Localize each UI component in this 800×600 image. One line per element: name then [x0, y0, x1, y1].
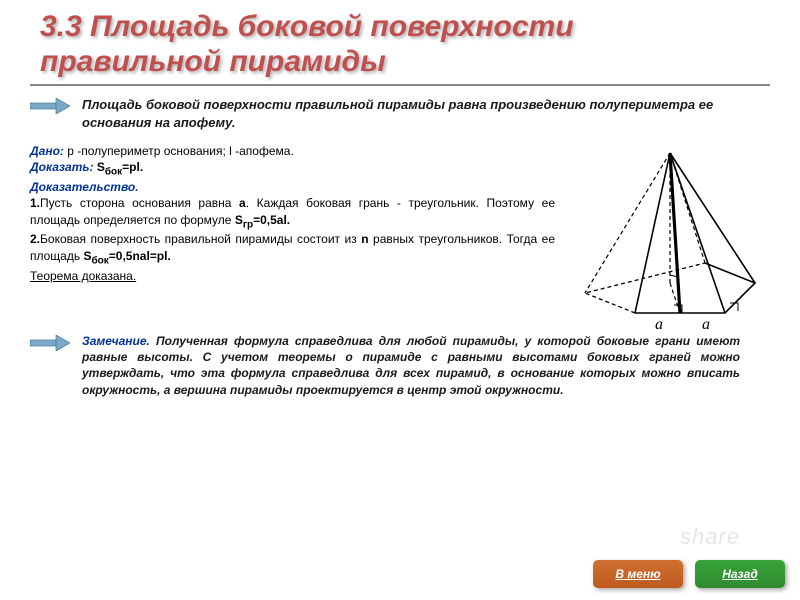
- diagram-label-a2: a: [702, 316, 710, 333]
- prove-rest: =pl.: [122, 160, 143, 174]
- intro-row: Площадь боковой поверхности правильной п…: [30, 96, 770, 131]
- watermark: share: [680, 524, 740, 550]
- bottom-nav: В меню Назад: [593, 560, 785, 588]
- step1-num: 1.: [30, 196, 40, 210]
- back-button[interactable]: Назад: [695, 560, 785, 588]
- given-label: Дано:: [30, 144, 64, 158]
- menu-button[interactable]: В меню: [593, 560, 683, 588]
- title-line-2: правильной пирамиды: [40, 45, 386, 78]
- arrow-right-icon: [30, 335, 70, 356]
- title-underline: [30, 84, 770, 86]
- given-text: p -полупериметр основания; l -апофема.: [64, 144, 294, 158]
- step2-num: 2.: [30, 232, 40, 246]
- step1-eq: =0,5al.: [253, 213, 290, 227]
- page-title: 3.3 Площадь боковой поверхности правильн…: [0, 0, 800, 84]
- prove-s: S: [94, 160, 105, 174]
- step1-var: a: [239, 196, 246, 210]
- remark-row: Замечание. Полученная формула справедлив…: [30, 333, 770, 398]
- pyramid-svg: a a: [570, 143, 770, 333]
- step2-eq: =0,5nal=pl.: [109, 249, 171, 263]
- intro-text: Площадь боковой поверхности правильной п…: [82, 96, 770, 131]
- step1-sub: гр: [243, 219, 253, 230]
- menu-button-label: В меню: [615, 567, 660, 581]
- step2-n: n: [361, 232, 368, 246]
- proof-text: Дано: p -полупериметр основания; l -апоф…: [30, 143, 555, 284]
- prove-sub: бок: [105, 167, 122, 178]
- step1-f: S: [235, 213, 243, 227]
- back-button-label: Назад: [722, 567, 758, 581]
- step1-a: Пусть сторона основания равна: [40, 196, 239, 210]
- remark-body: Полученная формула справедлива для любой…: [82, 334, 740, 397]
- remark-label: Замечание.: [82, 334, 150, 348]
- title-line-1: 3.3 Площадь боковой поверхности: [40, 10, 574, 43]
- prove-label: Доказать:: [30, 160, 94, 174]
- diagram-label-a1: a: [655, 316, 663, 333]
- pyramid-diagram: a a: [570, 143, 770, 323]
- remark-text: Замечание. Полученная формула справедлив…: [82, 333, 770, 398]
- content-area: Площадь боковой поверхности правильной п…: [0, 96, 800, 398]
- arrow-right-icon: [30, 98, 70, 119]
- step2-sub: бок: [91, 255, 108, 266]
- theorem-done: Теорема доказана.: [30, 269, 136, 283]
- proof-row: Дано: p -полупериметр основания; l -апоф…: [30, 143, 770, 323]
- proof-label: Доказательство.: [30, 180, 139, 194]
- step2-a: Боковая поверхность правильной пирамиды …: [40, 232, 361, 246]
